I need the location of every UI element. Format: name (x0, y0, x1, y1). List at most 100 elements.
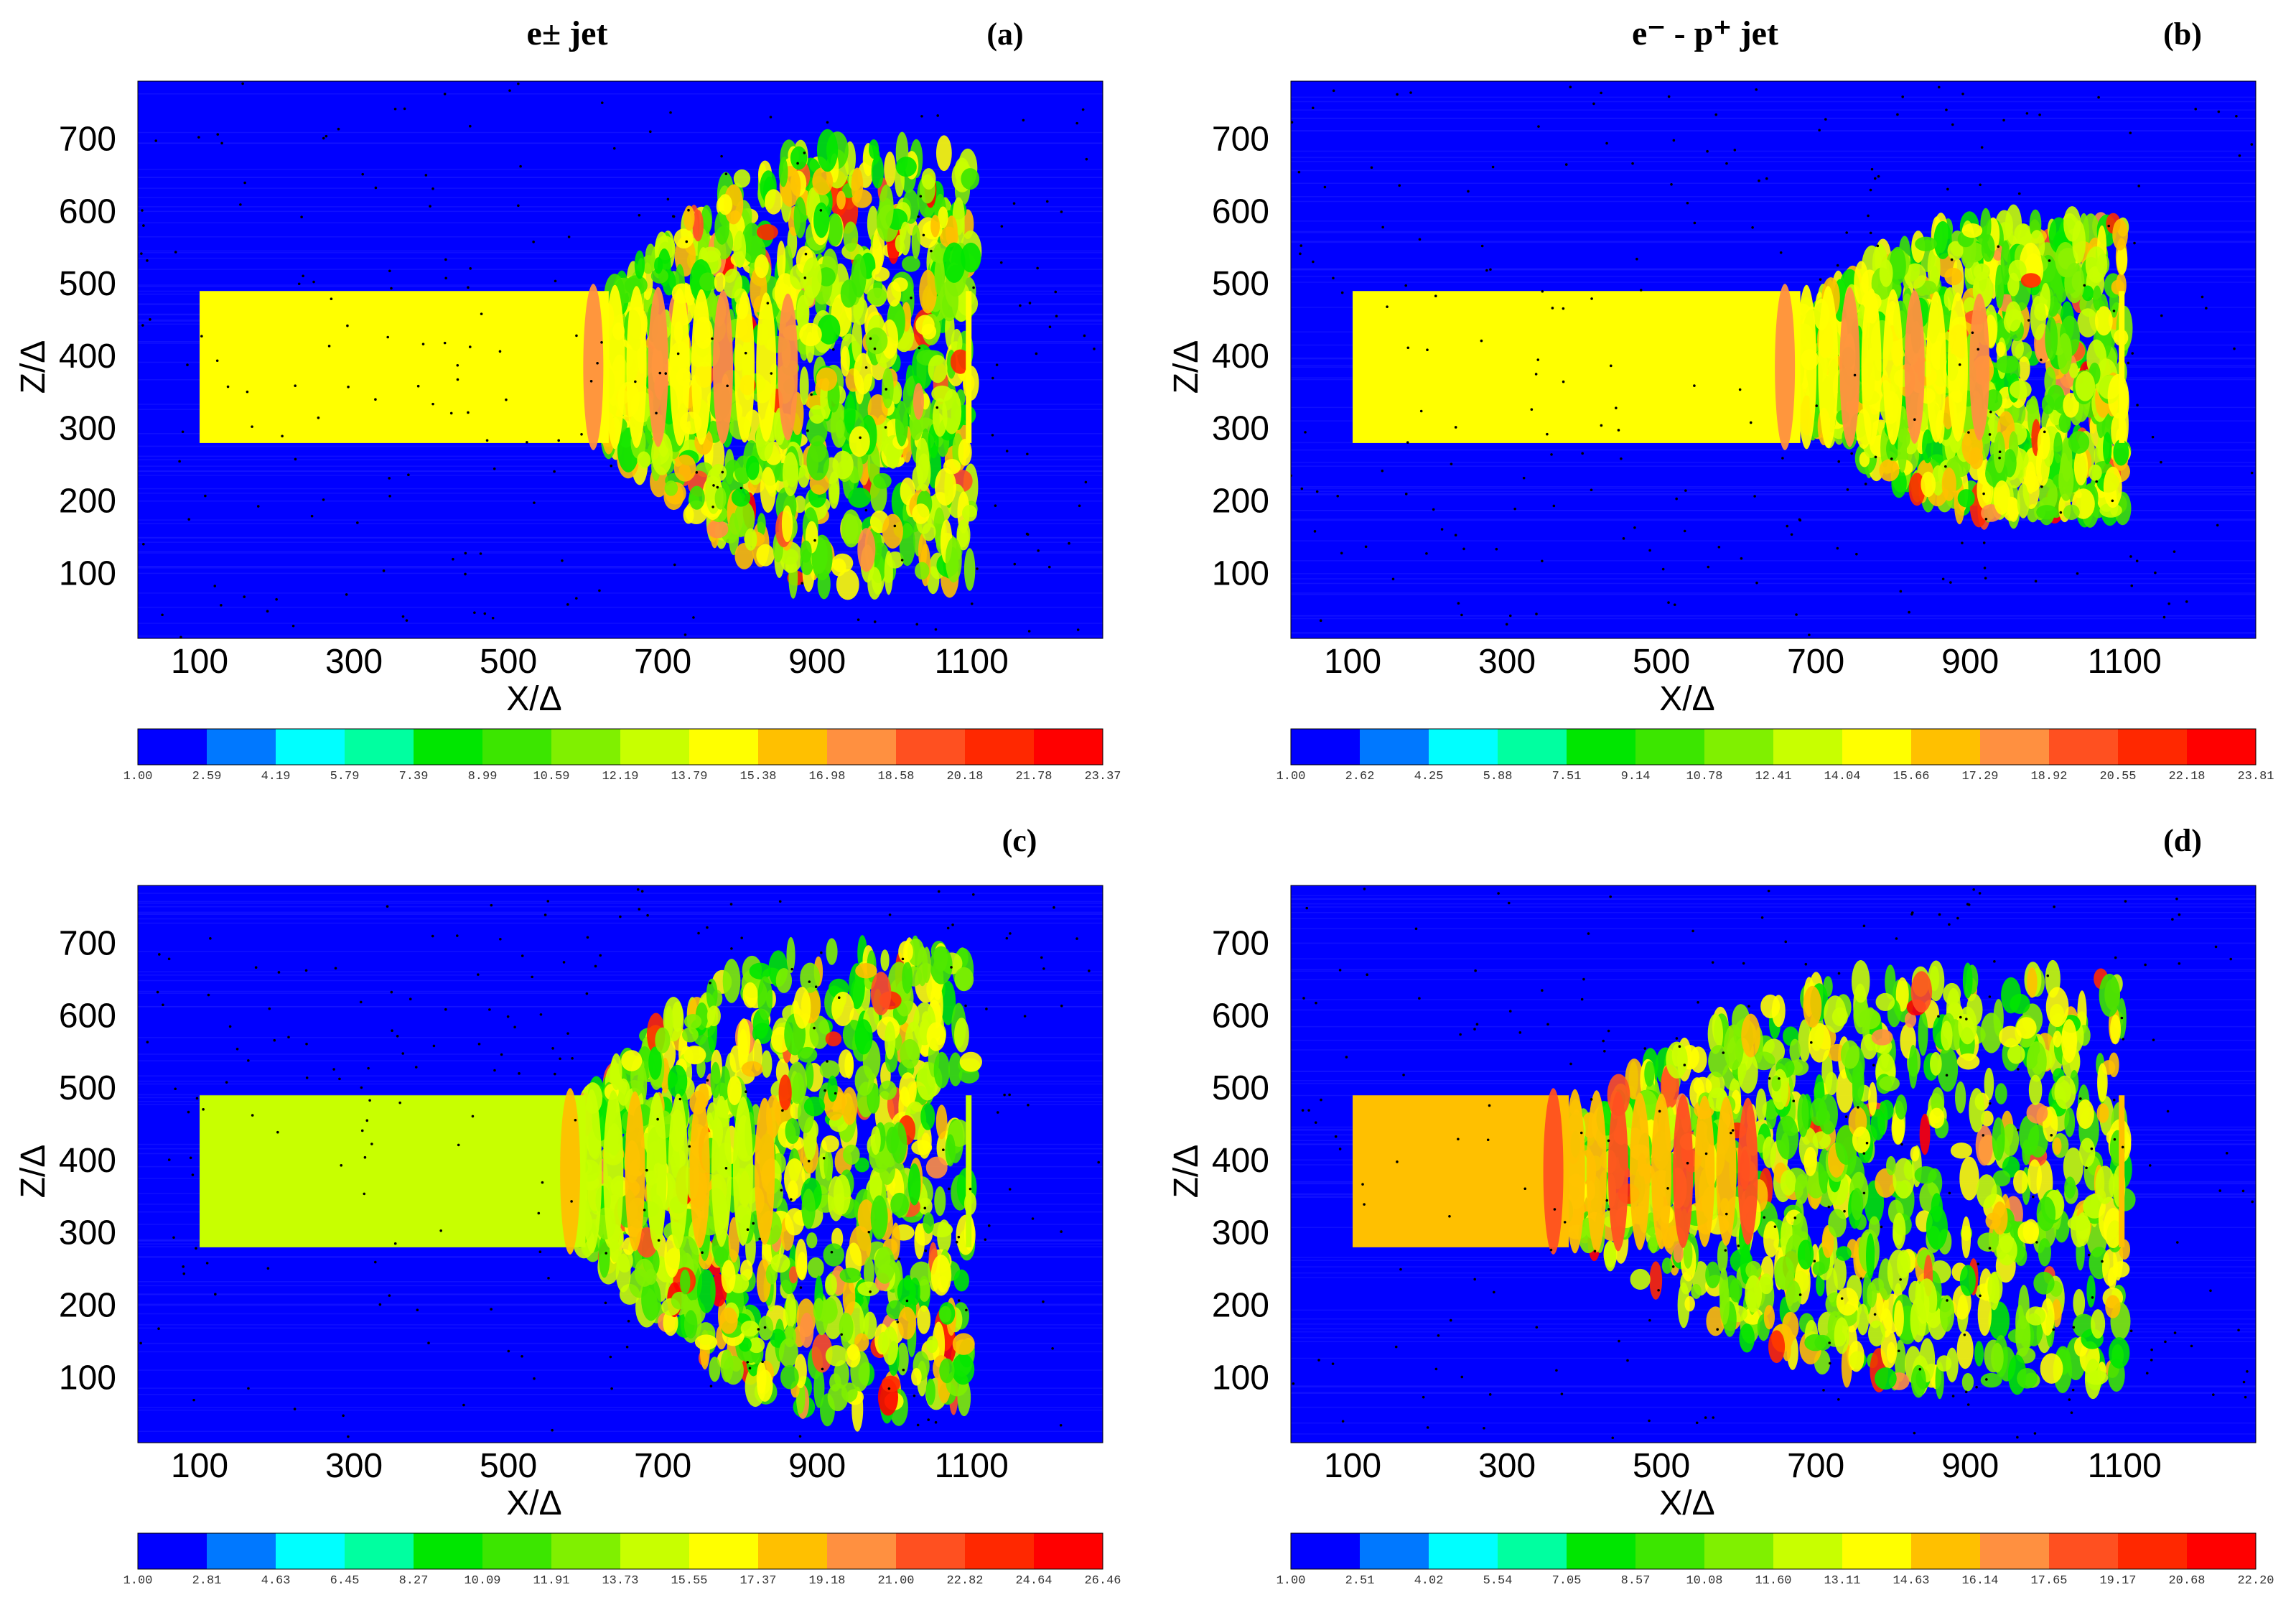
vector-arrow (600, 101, 604, 104)
jet-ripple (756, 292, 777, 442)
x-tick-label: 900 (788, 643, 846, 681)
vector-arrow (1618, 1339, 1620, 1343)
vector-arrow (1313, 530, 1317, 533)
turbulence-blob (2025, 461, 2036, 494)
vector-arrow (901, 957, 905, 961)
vector-arrow (1740, 557, 1743, 560)
vector-arrow (1781, 457, 1784, 460)
turbulence-blob (785, 1292, 797, 1329)
turbulence-blob (813, 202, 830, 238)
turbulence-blob (1723, 1024, 1744, 1071)
vector-arrow (1600, 424, 1603, 427)
vector-arrow (1658, 1109, 1661, 1113)
y-tick-label: 700 (1212, 925, 1269, 963)
turbulence-blob (1880, 427, 1890, 468)
vector-arrow (1008, 1188, 1012, 1191)
turbulence-blob (871, 154, 884, 189)
vector-arrow (935, 406, 939, 409)
turbulence-blob (778, 1338, 798, 1368)
turbulence-blob (2055, 241, 2076, 278)
turbulence-blob (1804, 1334, 1827, 1352)
jet-ripple (1564, 1089, 1585, 1254)
turbulence-blob (843, 221, 859, 252)
vector-arrow (2135, 559, 2139, 563)
turbulence-blob (756, 544, 775, 567)
jet-ripple (713, 290, 734, 444)
turbulence-blob (2107, 373, 2129, 419)
vector-arrow (2043, 430, 2046, 434)
vector-arrow (1609, 895, 1612, 898)
vector-arrow (748, 1367, 752, 1369)
turbulence-blob (890, 1192, 909, 1216)
vector-arrow (730, 947, 733, 950)
vector-arrow (1711, 961, 1714, 964)
vector-arrow (275, 597, 278, 601)
vector-arrow (1336, 494, 1340, 498)
y-tick-label: 300 (59, 1214, 116, 1252)
turbulence-blob (2026, 1102, 2048, 1124)
vector-arrow (1012, 202, 1016, 205)
vector-arrow (1633, 526, 1636, 529)
jet-ripple (734, 291, 755, 443)
vector-arrow (888, 913, 892, 916)
vector-arrow (798, 1435, 802, 1438)
vector-arrow (1982, 492, 1985, 496)
vector-arrow (924, 1249, 928, 1252)
turbulence-blob (900, 221, 911, 256)
vector-arrow (1425, 552, 1428, 555)
jet-core (200, 1095, 586, 1247)
vector-arrow (205, 1262, 209, 1265)
vector-arrow (172, 1236, 175, 1239)
turbulence-blob (778, 1074, 792, 1111)
vector-arrow (2194, 108, 2198, 111)
vector-arrow (1085, 157, 1088, 161)
vector-arrow (1460, 1375, 1464, 1379)
vector-arrow (2244, 1395, 2247, 1399)
vector-arrow (729, 903, 733, 906)
vector-arrow (1060, 1004, 1063, 1008)
colorbar-swatch (620, 729, 690, 765)
vector-arrow (1546, 432, 1549, 436)
vector-arrow (195, 1097, 199, 1100)
colorbar-tick-label: 14.04 (1824, 770, 1860, 783)
turbulence-blob (923, 1212, 935, 1234)
vector-arrow (561, 559, 564, 562)
vector-arrow (1948, 1191, 1951, 1195)
vector-arrow (2107, 224, 2111, 228)
vector-arrow (594, 964, 597, 968)
turbulence-blob (1737, 1051, 1758, 1094)
vector-arrow (766, 302, 770, 304)
vector-arrow (763, 1326, 767, 1329)
vector-arrow (834, 1092, 837, 1095)
y-axis-label: Z/Δ (1167, 1145, 1205, 1199)
vector-arrow (1291, 121, 1294, 124)
turbulence-blob (806, 1232, 818, 1249)
vector-arrow (1941, 577, 1945, 581)
turbulence-blob (849, 426, 870, 457)
vector-arrow (1488, 1104, 1491, 1107)
turbulence-blob (799, 322, 822, 347)
y-tick-label: 100 (59, 554, 116, 592)
turbulence-blob (843, 1144, 860, 1166)
vector-arrow (2002, 118, 2005, 122)
turbulence-blob (721, 1260, 736, 1294)
vector-arrow (1398, 184, 1401, 187)
vector-arrow (388, 495, 391, 498)
vector-arrow (1998, 450, 2002, 453)
turbulence-blob (683, 1310, 698, 1339)
vector-arrow (916, 1423, 920, 1427)
turbulence-blob (836, 569, 859, 600)
colorbar-tick-label: 1.00 (123, 1574, 153, 1588)
vector-arrow (347, 1435, 350, 1438)
turbulence-blob (1921, 471, 1936, 498)
vector-arrow (2148, 1164, 2152, 1167)
turbulence-blob (870, 1195, 888, 1240)
turbulence-blob (699, 272, 716, 291)
turbulence-blob (831, 991, 854, 1026)
turbulence-blob (2027, 1125, 2048, 1158)
vector-arrow (297, 282, 301, 286)
panel-a: e± jet (a)100 300 500 700 900 1100100200300400… (14, 14, 1121, 783)
vector-arrow (1605, 141, 1608, 145)
vector-arrow (1850, 452, 1853, 455)
vector-arrow (431, 187, 434, 190)
